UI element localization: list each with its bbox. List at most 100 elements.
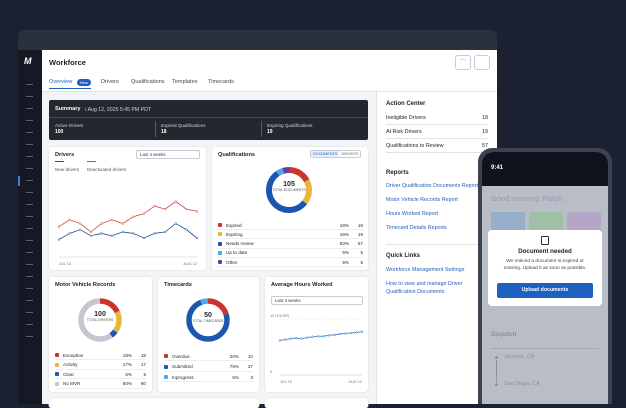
period-dropdown[interactable]: Last 4 weeks — [271, 296, 363, 305]
donut-segment — [186, 298, 230, 342]
tab[interactable]: Overview — [49, 79, 73, 85]
report-link[interactable]: Motor Vehicle Records Report — [386, 197, 458, 203]
legend-row: Expired 18% 18 — [218, 221, 363, 230]
report-link[interactable]: Driver Qualification Documents Report — [386, 183, 478, 189]
divider — [376, 92, 377, 404]
stat-label: Active Drivers — [55, 123, 84, 128]
legend-label: Needs review — [226, 241, 254, 247]
legend-count: 19 — [357, 231, 363, 237]
greeting: Good morning, Ralph. — [491, 194, 565, 203]
stat-value: 19 — [267, 129, 273, 135]
legend-swatch — [218, 223, 222, 227]
donut-center: 50 TOTAL TIMECARDS — [192, 312, 224, 323]
legend-count: 18 — [140, 352, 146, 358]
action-value: 19 — [482, 128, 488, 135]
point — [289, 337, 293, 340]
action-item[interactable]: At Risk Drivers 19 — [386, 125, 488, 139]
legend-row: Activity 17% 17 — [55, 361, 146, 370]
total: 100 — [94, 311, 106, 318]
legend-swatch — [218, 232, 222, 237]
sidebar-icons[interactable] — [26, 78, 33, 338]
user-button[interactable] — [474, 55, 490, 70]
stat-label: Expiring Qualifications — [267, 123, 313, 128]
total: 105 — [283, 181, 295, 188]
toggle: DOCUMENTS DRIVERS — [310, 150, 362, 158]
action-label: At Risk Drivers — [386, 128, 422, 135]
tab[interactable]: Drivers — [101, 79, 119, 85]
page-title: Workforce — [49, 58, 86, 67]
x-tick-label: JUL 15 — [59, 262, 71, 266]
legend-percent: 20% — [229, 353, 239, 359]
action-value: 18 — [482, 114, 488, 121]
legend-label: Other — [226, 259, 238, 265]
legend-label: Clear — [63, 371, 74, 377]
point — [132, 232, 135, 235]
legend-percent: 60% — [122, 381, 132, 387]
legend-swatch — [164, 364, 168, 369]
document-icon — [541, 236, 549, 245]
modal: Document needed We noticed a document is… — [488, 230, 602, 306]
point — [349, 331, 353, 335]
summary-title: Summary — [55, 106, 81, 112]
divider — [261, 121, 262, 137]
legend-label: Deactivated drivers — [87, 167, 127, 172]
divider — [491, 348, 599, 349]
more-button[interactable]: ··· — [455, 55, 471, 70]
action-item[interactable]: Qualifications to Review 57 — [386, 139, 488, 153]
legend-label: Up to date — [226, 250, 248, 256]
point — [185, 228, 188, 231]
tab[interactable]: Templates — [172, 79, 198, 85]
tile[interactable] — [491, 212, 525, 234]
stat-value: 100 — [55, 129, 64, 135]
quick-link[interactable]: How to view and manage Driver Qualificat… — [386, 281, 463, 295]
divider — [49, 117, 368, 118]
phone: 9:41 Good morning, Ralph. Document neede… — [478, 148, 612, 404]
point — [89, 230, 92, 234]
legend-label: Overdue — [172, 353, 190, 359]
legend-row: Up to date 5% 5 — [218, 249, 363, 258]
action-item[interactable]: Ineligible Drivers 18 — [386, 111, 488, 125]
point — [57, 225, 61, 228]
legend-label: Expiring — [226, 231, 243, 237]
quick-link[interactable]: Workforce Management Settings — [386, 267, 465, 273]
series-line — [58, 223, 198, 240]
point — [195, 236, 199, 240]
y-tick-label: 0 — [270, 370, 272, 374]
x-tick-label: AUG 12 — [183, 262, 197, 266]
section-title: Reports — [386, 170, 409, 176]
legend-row: Expiring 18% 19 — [218, 230, 363, 240]
tile[interactable] — [567, 212, 601, 234]
card-title: Average Hours Worked — [271, 282, 333, 288]
summary-panel: Summary / Aug 12, 2025 5:45 PM PDT Activ… — [49, 100, 368, 140]
report-link[interactable]: Timecard Details Reports — [386, 225, 447, 231]
point — [317, 335, 320, 338]
x-tick-label: JUL 15 — [280, 380, 292, 384]
tab[interactable]: Qualifications — [131, 79, 165, 85]
tile[interactable] — [529, 212, 563, 234]
period-dropdown[interactable]: Last 4 weeks — [136, 150, 200, 159]
legend-row: Submitted 75% 37 — [164, 363, 253, 372]
point — [164, 230, 167, 234]
legend-percent: 18% — [339, 222, 349, 228]
point — [284, 338, 287, 341]
report-link[interactable]: Hours Worked Report — [386, 211, 439, 217]
tab-underline — [49, 88, 91, 90]
stop-dot — [495, 383, 498, 386]
legend-percent: 18% — [339, 231, 349, 237]
action-label: Qualifications to Review — [386, 142, 444, 149]
point — [89, 234, 92, 237]
legend-row: Other 5% 5 — [218, 258, 363, 268]
upload-button[interactable]: Upload documents — [497, 283, 593, 298]
point — [328, 334, 331, 337]
toggle-option[interactable]: DRIVERS — [341, 152, 359, 156]
point — [153, 232, 156, 235]
point — [322, 335, 325, 338]
divider — [155, 121, 156, 137]
point — [68, 218, 71, 221]
toggle-option[interactable]: DOCUMENTS — [311, 151, 340, 157]
tab[interactable]: Timecards — [208, 79, 234, 85]
donut — [78, 298, 122, 342]
phone-screen: 9:41 Good morning, Ralph. Document neede… — [482, 152, 608, 404]
total: 50 — [204, 312, 212, 319]
